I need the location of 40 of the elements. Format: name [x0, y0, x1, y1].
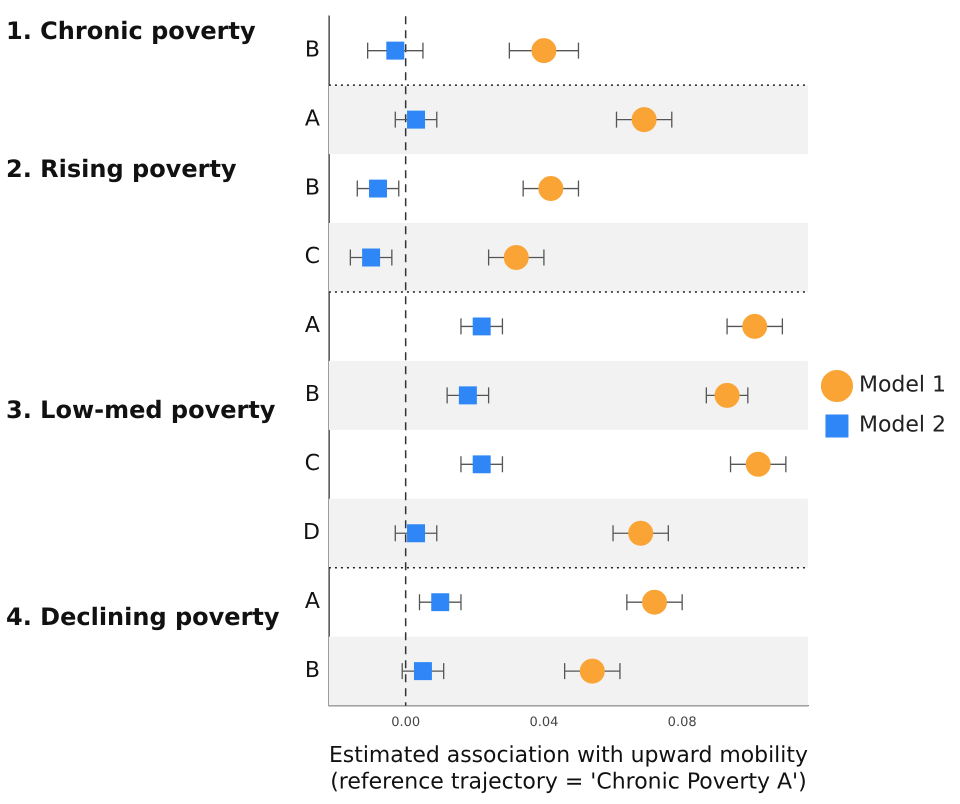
legend-label: Model 1 [858, 372, 946, 398]
y-tick-label: A [304, 106, 320, 132]
point [414, 662, 432, 680]
point [458, 386, 477, 404]
x-axis-title: Estimated association with upward mobility (reference trajectory = 'Chronic Poverty A') [328, 743, 808, 795]
point [742, 314, 768, 339]
y-tick-label: B [304, 37, 320, 62]
y-tick-label: C [304, 451, 320, 476]
point [407, 524, 426, 542]
text: 4. Declining poverty [6, 602, 280, 631]
y-tick-label: D [302, 520, 320, 545]
y-tick-label: C [304, 244, 320, 270]
point [369, 180, 388, 198]
point [531, 38, 556, 64]
text: 1. Chronic poverty [6, 16, 256, 45]
x-tick-label: 0.04 [529, 714, 558, 730]
y-tick-label: A [304, 313, 320, 338]
text: 2. Rising poverty [6, 154, 237, 183]
point [431, 593, 450, 612]
y-tick-label: A [304, 588, 320, 614]
y-tick-label: B [304, 658, 320, 683]
point [362, 248, 380, 266]
text: 3. Low-med poverty [6, 396, 276, 424]
y-tick-label: B [304, 175, 320, 200]
point [472, 455, 491, 474]
point [472, 317, 491, 336]
point [386, 42, 404, 60]
point [504, 244, 529, 270]
legend-label: Model 2 [858, 412, 946, 438]
x-tick-label: 0.08 [668, 714, 697, 730]
point [628, 520, 654, 546]
point [407, 110, 426, 129]
point [714, 382, 740, 408]
point [538, 176, 564, 202]
point [632, 107, 657, 132]
point [642, 590, 668, 615]
point [580, 658, 605, 684]
point [746, 452, 771, 477]
y-tick-label: B [304, 382, 320, 408]
x-tick-label: 0.00 [391, 714, 420, 730]
